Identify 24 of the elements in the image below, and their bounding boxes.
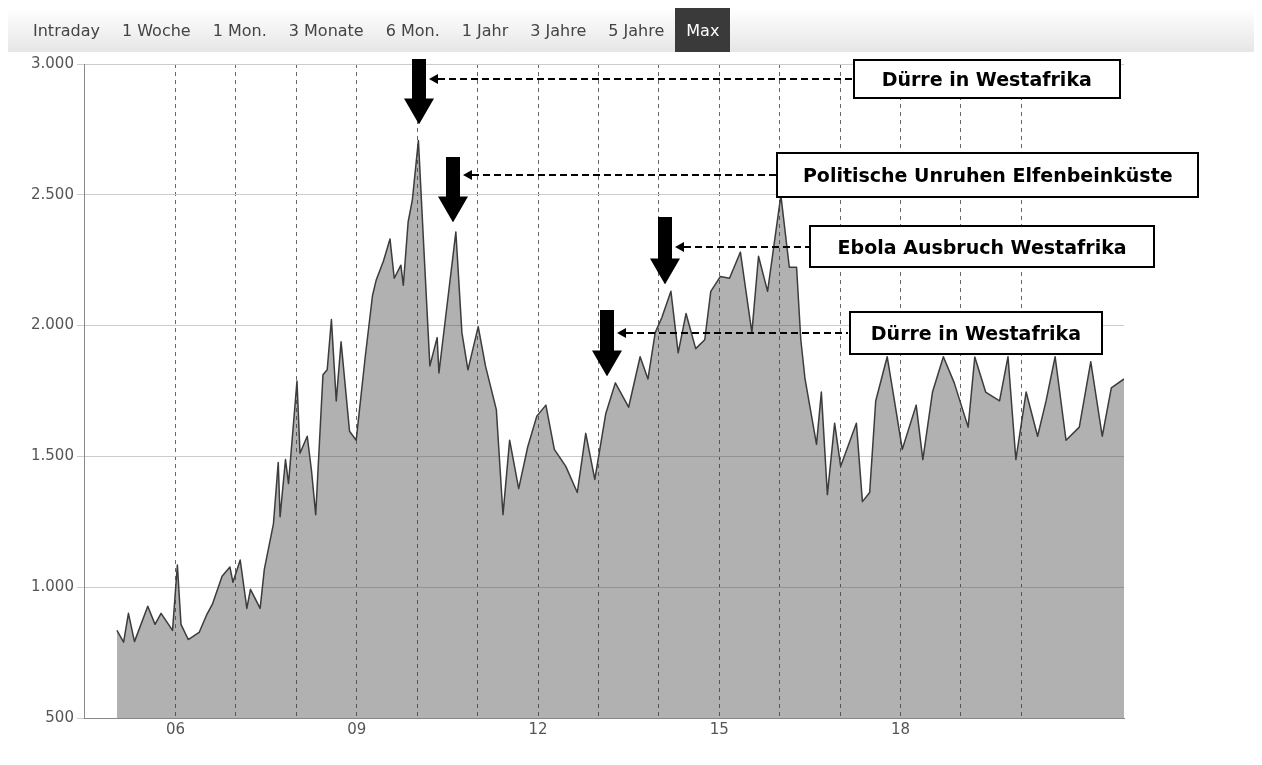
text: 3 Jahre <box>529 19 588 42</box>
x-tick-label: 15 <box>709 719 729 738</box>
text: 3 Monate <box>287 19 365 42</box>
y-tick-label: 2.500 <box>30 184 74 203</box>
text: 1 Mon. <box>211 19 268 42</box>
annotation: Ebola Ausbruch Westafrika <box>809 224 1155 269</box>
y-tick-label: 500 <box>45 707 74 726</box>
annotation: Dürre in Westafrika <box>852 58 1121 100</box>
annotation: Politische Unruhen Elfenbeinküste <box>776 151 1200 198</box>
text: Intraday <box>32 19 101 42</box>
text: 1 Jahr <box>460 19 510 42</box>
text: Max <box>675 8 731 52</box>
y-tick-label: 1.000 <box>30 577 74 596</box>
y-tick-label: 1.500 <box>30 446 74 465</box>
text: 5 Jahre <box>607 19 666 42</box>
text: 6 Mon. <box>384 19 441 42</box>
text: 1 Woche <box>120 19 192 42</box>
x-tick-label: 12 <box>528 719 548 738</box>
x-tick-label: 18 <box>890 719 911 738</box>
y-tick-label: 3.000 <box>30 53 74 72</box>
x-tick-label: 09 <box>347 719 367 738</box>
y-tick-label: 2.000 <box>30 315 74 334</box>
x-tick-label: 06 <box>166 719 186 738</box>
annotation: Dürre in Westafrika <box>848 310 1104 355</box>
